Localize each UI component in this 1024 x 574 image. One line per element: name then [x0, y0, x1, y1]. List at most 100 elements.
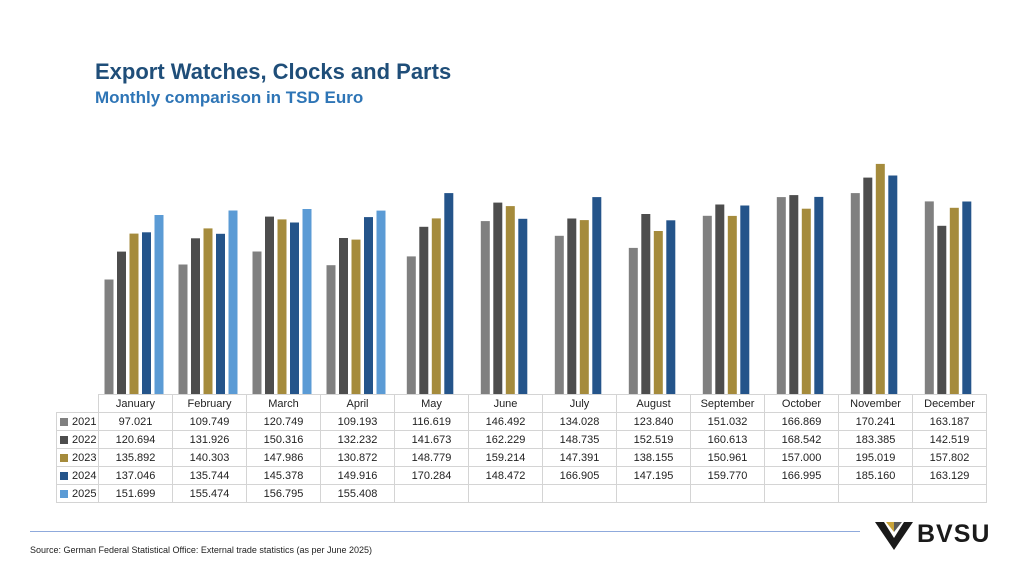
data-label: 142.519	[912, 430, 987, 449]
data-label: 150.961	[690, 448, 765, 467]
data-label: 123.840	[616, 412, 691, 431]
table-header-row: January February March April May June July Augu…	[57, 394, 987, 413]
bar-2024-september	[740, 205, 750, 394]
data-label: 147.986	[246, 448, 321, 467]
data-label: 160.613	[690, 430, 765, 449]
data-label: 152.519	[616, 430, 691, 449]
bar-2022-december	[937, 225, 947, 394]
legend-entry: 2021	[56, 412, 99, 431]
bar-2023-december	[949, 207, 959, 394]
data-label	[394, 484, 469, 503]
data-label	[838, 484, 913, 503]
bar-2025-january	[154, 215, 164, 394]
data-label: 134.028	[542, 412, 617, 431]
bar-2021-september	[702, 215, 712, 394]
bar-2023-october	[801, 208, 811, 394]
bar-2022-september	[715, 204, 725, 394]
bar-2022-february	[191, 238, 200, 394]
data-label: 132.232	[320, 430, 395, 449]
legend-entry: 2023	[56, 448, 99, 467]
bar-2024-june	[518, 218, 528, 394]
data-label: 159.770	[690, 466, 765, 485]
bar-2024-august	[666, 220, 676, 394]
bar-2022-october	[789, 195, 799, 394]
category-label: August	[616, 394, 691, 413]
bar-2022-november	[863, 177, 873, 394]
data-label: 135.892	[98, 448, 173, 467]
data-label: 140.303	[172, 448, 247, 467]
table-row: 2021 97.021 109.749 120.749 109.193 116.619 14…	[56, 412, 987, 431]
data-label: 141.673	[394, 430, 469, 449]
bar-2022-may	[419, 226, 429, 394]
bar-2021-july	[554, 235, 564, 394]
category-label: December	[912, 394, 987, 413]
bar-2024-november	[888, 175, 898, 394]
legend-swatch	[60, 453, 68, 462]
data-label: 147.391	[542, 448, 617, 467]
legend-swatch	[60, 417, 68, 426]
data-label: 151.699	[98, 484, 173, 503]
data-label: 157.000	[764, 448, 839, 467]
data-label	[912, 484, 987, 503]
category-label: May	[394, 394, 469, 413]
data-label: 155.408	[320, 484, 395, 503]
data-table: January February March April May June July Augu…	[56, 394, 987, 503]
bar-2022-july	[567, 218, 577, 394]
bar-2023-january	[129, 233, 139, 394]
data-label: 131.926	[172, 430, 247, 449]
footer-divider	[30, 531, 860, 532]
chart-subtitle: Monthly comparison in TSD Euro	[95, 88, 364, 107]
bar-2024-march	[290, 222, 299, 394]
data-label: 148.779	[394, 448, 469, 467]
legend-label: 2023	[72, 451, 97, 464]
data-label: 166.905	[542, 466, 617, 485]
data-label: 170.284	[394, 466, 469, 485]
bar-2024-july	[592, 197, 602, 394]
category-label: January	[98, 394, 173, 413]
data-label: 120.749	[246, 412, 321, 431]
logo-text: BVSU	[917, 520, 991, 548]
bar-2023-april	[351, 239, 361, 394]
data-label: 109.749	[172, 412, 247, 431]
data-label: 166.869	[764, 412, 839, 431]
category-label: June	[468, 394, 543, 413]
chart-title: Export Watches, Clocks and Parts	[95, 59, 452, 84]
bar-2023-may	[431, 218, 441, 394]
legend-entry: 2025	[56, 484, 99, 503]
data-label	[764, 484, 839, 503]
bar-2023-july	[579, 220, 589, 394]
data-label: 146.492	[468, 412, 543, 431]
bar-2025-february	[228, 210, 238, 394]
bar-2022-august	[641, 214, 651, 394]
logo-chevron-icon	[875, 522, 913, 550]
bar-2023-march	[277, 219, 287, 394]
data-label: 116.619	[394, 412, 469, 431]
table-row: 2024 137.046 135.744 145.378 149.916 170.284 1…	[56, 466, 987, 485]
bar-2023-june	[505, 206, 515, 394]
legend-swatch	[60, 471, 68, 480]
category-label: April	[320, 394, 395, 413]
bar-chart	[104, 163, 972, 394]
bar-2022-april	[339, 238, 348, 394]
bar-2021-february	[178, 264, 188, 394]
bar-2021-january	[104, 279, 114, 394]
data-label: 155.474	[172, 484, 247, 503]
data-label: 151.032	[690, 412, 765, 431]
data-label	[616, 484, 691, 503]
bar-2021-october	[776, 197, 786, 394]
legend-swatch	[60, 489, 68, 498]
data-label: 120.694	[98, 430, 173, 449]
data-label: 162.229	[468, 430, 543, 449]
bar-2022-march	[265, 216, 274, 394]
bar-2022-january	[117, 251, 126, 394]
source-note: Source: German Federal Statistical Offic…	[30, 545, 372, 555]
bar-2023-february	[203, 228, 213, 394]
data-label: 149.916	[320, 466, 395, 485]
data-label: 135.744	[172, 466, 247, 485]
bvsu-logo: BVSU	[873, 518, 1003, 552]
bar-2024-october	[814, 196, 824, 394]
data-label: 137.046	[98, 466, 173, 485]
bar-2024-may	[444, 193, 454, 394]
table-row: 2022 120.694 131.926 150.316 132.232 141.673 1…	[56, 430, 987, 449]
data-label: 183.385	[838, 430, 913, 449]
